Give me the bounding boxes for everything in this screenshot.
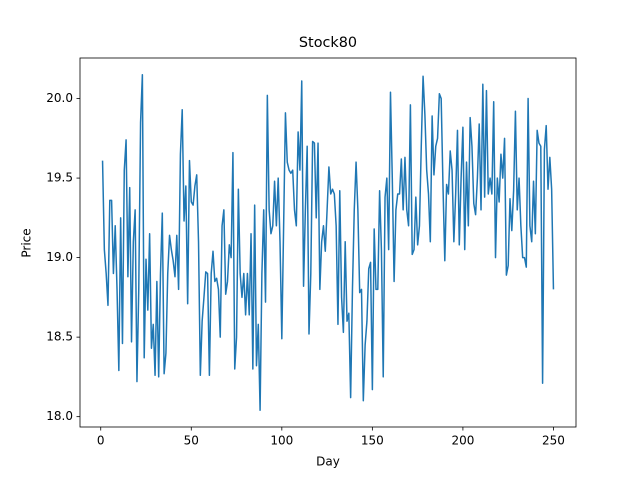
x-tick-label: 0 [97, 434, 105, 448]
y-tick-label: 20.0 [46, 91, 73, 105]
x-axis-label: Day [316, 455, 340, 469]
x-tick-label: 100 [270, 434, 293, 448]
y-tick-label: 19.0 [46, 250, 73, 264]
y-tick-label: 19.5 [46, 171, 73, 185]
price-line [101, 73, 555, 412]
x-tick-label: 200 [451, 434, 474, 448]
y-tick-label: 18.5 [46, 330, 73, 344]
x-tick-label: 150 [361, 434, 384, 448]
chart-title: Stock80 [299, 35, 357, 51]
x-tick-label: 250 [542, 434, 565, 448]
x-tick-label: 50 [184, 434, 199, 448]
y-tick-label: 18.0 [46, 409, 73, 423]
y-axis-label: Price [20, 228, 34, 257]
plot-frame [79, 57, 577, 428]
